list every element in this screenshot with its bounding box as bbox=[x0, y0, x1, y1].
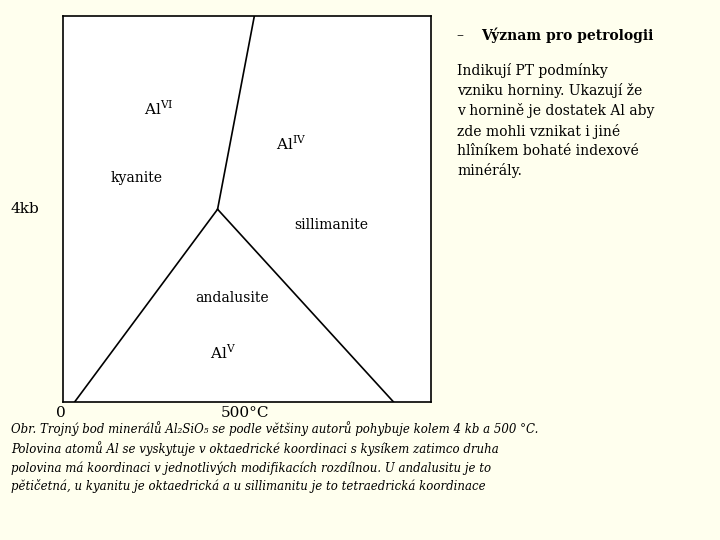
Text: Al$^{\mathregular{IV}}$: Al$^{\mathregular{IV}}$ bbox=[276, 134, 307, 153]
Text: –: – bbox=[457, 28, 473, 42]
Text: Význam pro petrologii: Význam pro petrologii bbox=[481, 28, 653, 43]
Text: 500°C: 500°C bbox=[220, 406, 269, 420]
Text: 4kb: 4kb bbox=[11, 202, 40, 216]
Text: Obr. Trojný bod minerálů Al₂SiO₅ se podle většiny autorů pohybuje kolem 4 kb a 5: Obr. Trojný bod minerálů Al₂SiO₅ se podl… bbox=[11, 421, 538, 494]
Text: Indikují PT podmínky
vzniku horniny. Ukazují že
v hornině je dostatek Al aby
zde: Indikují PT podmínky vzniku horniny. Uka… bbox=[457, 63, 654, 178]
Text: 0: 0 bbox=[56, 406, 66, 420]
Text: sillimanite: sillimanite bbox=[294, 218, 369, 232]
Text: kyanite: kyanite bbox=[111, 171, 163, 185]
Text: Al$^{\mathregular{V}}$: Al$^{\mathregular{V}}$ bbox=[210, 343, 236, 361]
Text: Al$^{\mathregular{VI}}$: Al$^{\mathregular{VI}}$ bbox=[144, 99, 174, 118]
Text: andalusite: andalusite bbox=[195, 291, 269, 305]
